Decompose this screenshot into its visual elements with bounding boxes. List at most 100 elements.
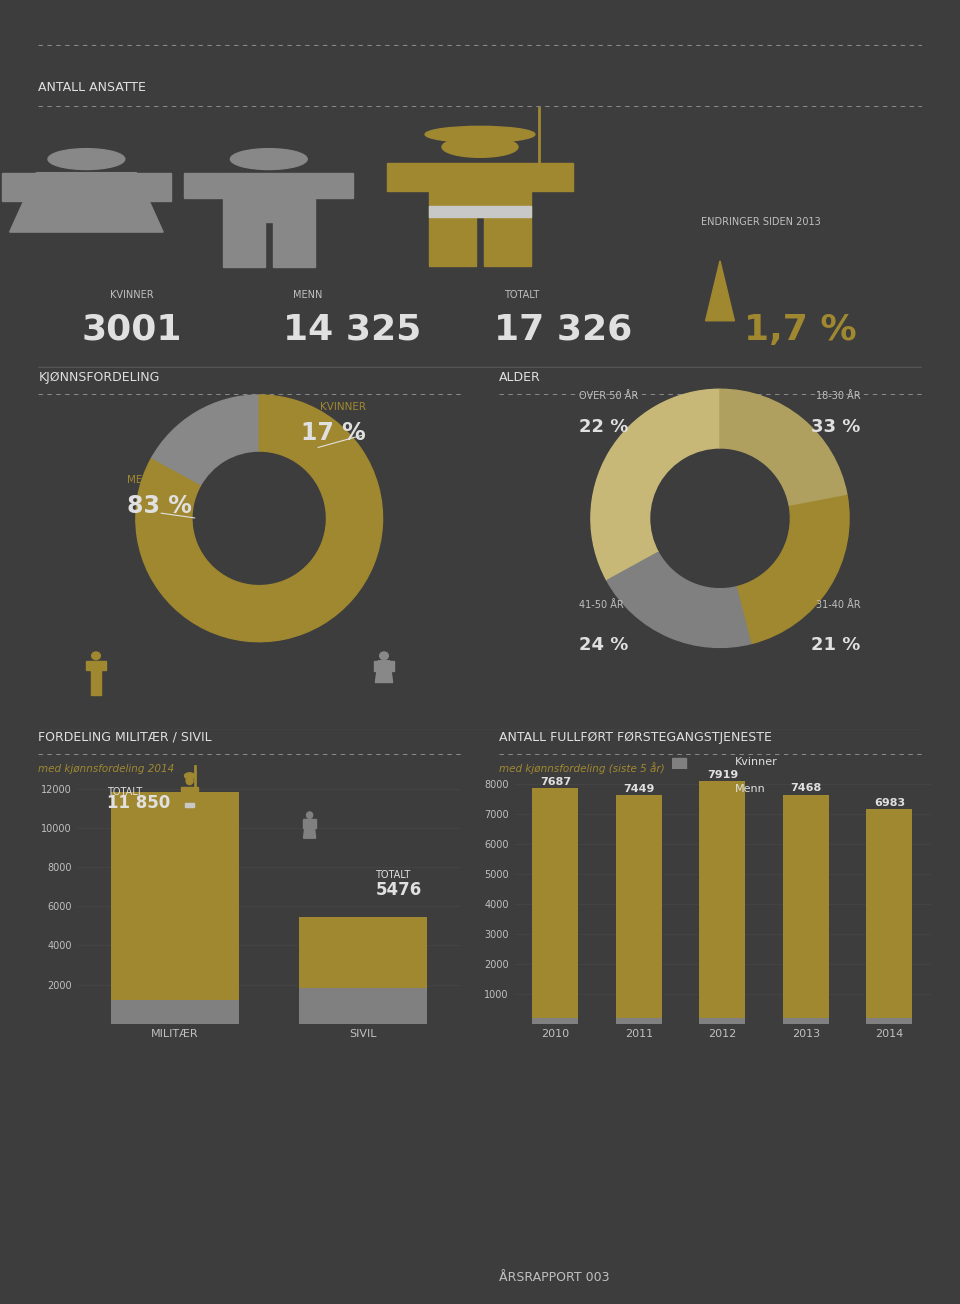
Polygon shape (185, 807, 189, 827)
Wedge shape (720, 389, 847, 505)
Polygon shape (223, 172, 315, 222)
Circle shape (230, 149, 307, 170)
Polygon shape (315, 172, 353, 198)
Text: med kjønnsfordeling 2014: med kjønnsfordeling 2014 (38, 764, 175, 775)
Polygon shape (706, 261, 734, 321)
Text: 41-50 ÅR: 41-50 ÅR (579, 600, 624, 610)
Polygon shape (387, 163, 429, 190)
Text: 7919: 7919 (707, 769, 738, 780)
Text: 7468: 7468 (790, 784, 822, 793)
Text: Menn: Menn (734, 784, 765, 794)
Text: 83 %: 83 % (128, 494, 192, 518)
Bar (533, 789, 578, 1018)
Text: Kvinner: Kvinner (734, 758, 778, 768)
Wedge shape (591, 389, 720, 580)
Text: ANTALL FULLFØRT FØRSTEGANGSTJENESTE: ANTALL FULLFØRT FØRSTEGANGSTJENESTE (499, 730, 772, 743)
Circle shape (442, 137, 518, 158)
Text: 6983: 6983 (874, 798, 905, 807)
Circle shape (380, 652, 388, 660)
Polygon shape (390, 661, 394, 672)
Text: 7687: 7687 (540, 776, 571, 786)
Polygon shape (223, 222, 265, 266)
Polygon shape (10, 172, 163, 232)
Polygon shape (429, 163, 531, 216)
Polygon shape (190, 807, 194, 827)
Circle shape (186, 777, 193, 785)
Text: FORDELING MILITÆR / SIVIL: FORDELING MILITÆR / SIVIL (38, 730, 212, 743)
Text: 3001: 3001 (82, 313, 182, 347)
Polygon shape (185, 786, 194, 807)
Text: KJØNNSFORDELING: KJØNNSFORDELING (38, 370, 159, 383)
Polygon shape (181, 786, 185, 797)
Text: 14 325: 14 325 (283, 313, 421, 347)
Polygon shape (101, 661, 106, 670)
Bar (672, 782, 686, 801)
Text: TOTALT: TOTALT (107, 786, 142, 797)
Bar (533, 1018, 578, 1024)
Text: 17 %: 17 % (301, 421, 366, 446)
Text: med kjønnsfordeling (siste 5 år): med kjønnsfordeling (siste 5 år) (499, 762, 665, 775)
Bar (783, 795, 828, 1018)
Text: ANTALL ANSATTE: ANTALL ANSATTE (38, 81, 146, 94)
Text: 22 %: 22 % (579, 419, 629, 436)
Polygon shape (375, 661, 393, 682)
Ellipse shape (184, 773, 195, 778)
Circle shape (48, 149, 125, 170)
Text: KVINNER: KVINNER (320, 402, 366, 412)
Polygon shape (429, 206, 531, 216)
Polygon shape (91, 661, 101, 678)
Bar (783, 1018, 828, 1024)
Wedge shape (607, 553, 752, 647)
Polygon shape (484, 216, 531, 266)
Polygon shape (2, 172, 36, 201)
Text: 5476: 5476 (375, 882, 421, 900)
Bar (867, 1018, 912, 1024)
Text: 11 850: 11 850 (107, 794, 170, 812)
Bar (111, 792, 239, 1000)
Polygon shape (96, 678, 101, 695)
Text: MENN: MENN (293, 289, 323, 300)
Bar (867, 810, 912, 1018)
Text: 1,7 %: 1,7 % (744, 313, 856, 347)
Polygon shape (314, 819, 316, 828)
Text: ENDRINGER SIDEN 2013: ENDRINGER SIDEN 2013 (701, 216, 821, 227)
Text: 7449: 7449 (623, 784, 655, 794)
Wedge shape (136, 395, 382, 642)
Text: TOTALT: TOTALT (375, 870, 411, 880)
Wedge shape (151, 395, 259, 486)
Text: 17 326: 17 326 (494, 313, 633, 347)
Text: MENN: MENN (128, 475, 158, 485)
Polygon shape (303, 819, 316, 838)
Text: ÅRSRAPPORT 003: ÅRSRAPPORT 003 (499, 1270, 610, 1283)
Polygon shape (374, 661, 378, 672)
Polygon shape (273, 222, 315, 266)
Polygon shape (303, 819, 305, 828)
Polygon shape (136, 172, 171, 201)
Wedge shape (737, 494, 849, 643)
Text: 24 %: 24 % (579, 635, 629, 653)
Bar (700, 1018, 745, 1024)
Circle shape (92, 652, 101, 660)
Polygon shape (531, 163, 573, 190)
Polygon shape (86, 661, 91, 670)
Text: 33 %: 33 % (811, 419, 861, 436)
Bar (700, 781, 745, 1018)
Bar (299, 988, 426, 1024)
Polygon shape (91, 678, 96, 695)
Text: 18-30 ÅR: 18-30 ÅR (816, 391, 861, 402)
Ellipse shape (425, 126, 535, 142)
Polygon shape (194, 786, 198, 797)
Text: KVINNER: KVINNER (110, 289, 154, 300)
Text: ALDER: ALDER (499, 370, 540, 383)
Text: 21 %: 21 % (811, 635, 861, 653)
Circle shape (306, 812, 313, 819)
Polygon shape (429, 216, 476, 266)
Bar (111, 1000, 239, 1024)
Bar (672, 758, 686, 777)
Text: OVER 50 ÅR: OVER 50 ÅR (579, 391, 638, 402)
Text: 31-40 ÅR: 31-40 ÅR (816, 600, 861, 610)
Bar (616, 795, 661, 1018)
Text: TOTALT: TOTALT (504, 289, 540, 300)
Bar (299, 917, 426, 988)
Polygon shape (185, 803, 194, 807)
